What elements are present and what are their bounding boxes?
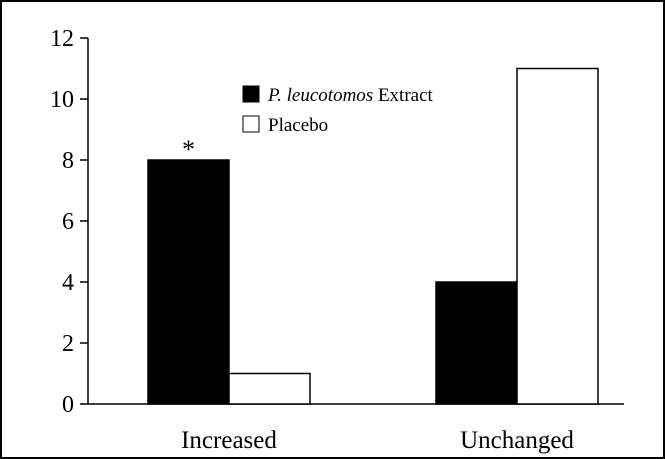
bar-increased-series-1 <box>228 372 311 405</box>
annotations: * <box>182 135 195 164</box>
bar-unchanged-series-1 <box>516 67 599 405</box>
bars <box>147 67 599 405</box>
y-tick-label: 10 <box>50 87 74 113</box>
y-tick-label: 2 <box>62 331 74 357</box>
legend-label-series-1: Placebo <box>268 115 328 136</box>
category-label-unchanged: Unchanged <box>460 427 574 454</box>
legend: P. leucotomos Extract Placebo <box>242 85 434 136</box>
legend-label-series-0: P. leucotomos Extract <box>267 85 434 106</box>
y-tick-label: 4 <box>62 270 74 296</box>
legend-swatch-series-1 <box>242 115 260 133</box>
legend-label-series-0-rest: Extract <box>378 85 434 106</box>
y-tick-label: 12 <box>50 26 74 52</box>
bar-increased-series-0 <box>147 159 230 405</box>
legend-swatch-series-0 <box>242 85 260 103</box>
y-tick-label: 0 <box>62 392 74 418</box>
y-ticks: 0 2 4 6 8 10 12 <box>50 26 88 418</box>
legend-label-series-0-italic: P. leucotomos <box>267 85 373 106</box>
y-tick-label: 6 <box>62 209 74 235</box>
y-tick-label: 8 <box>62 148 74 174</box>
category-label-increased: Increased <box>181 427 277 454</box>
category-labels: Increased Unchanged <box>181 427 574 454</box>
significance-asterisk: * <box>182 135 195 164</box>
bar-unchanged-series-0 <box>435 281 518 405</box>
